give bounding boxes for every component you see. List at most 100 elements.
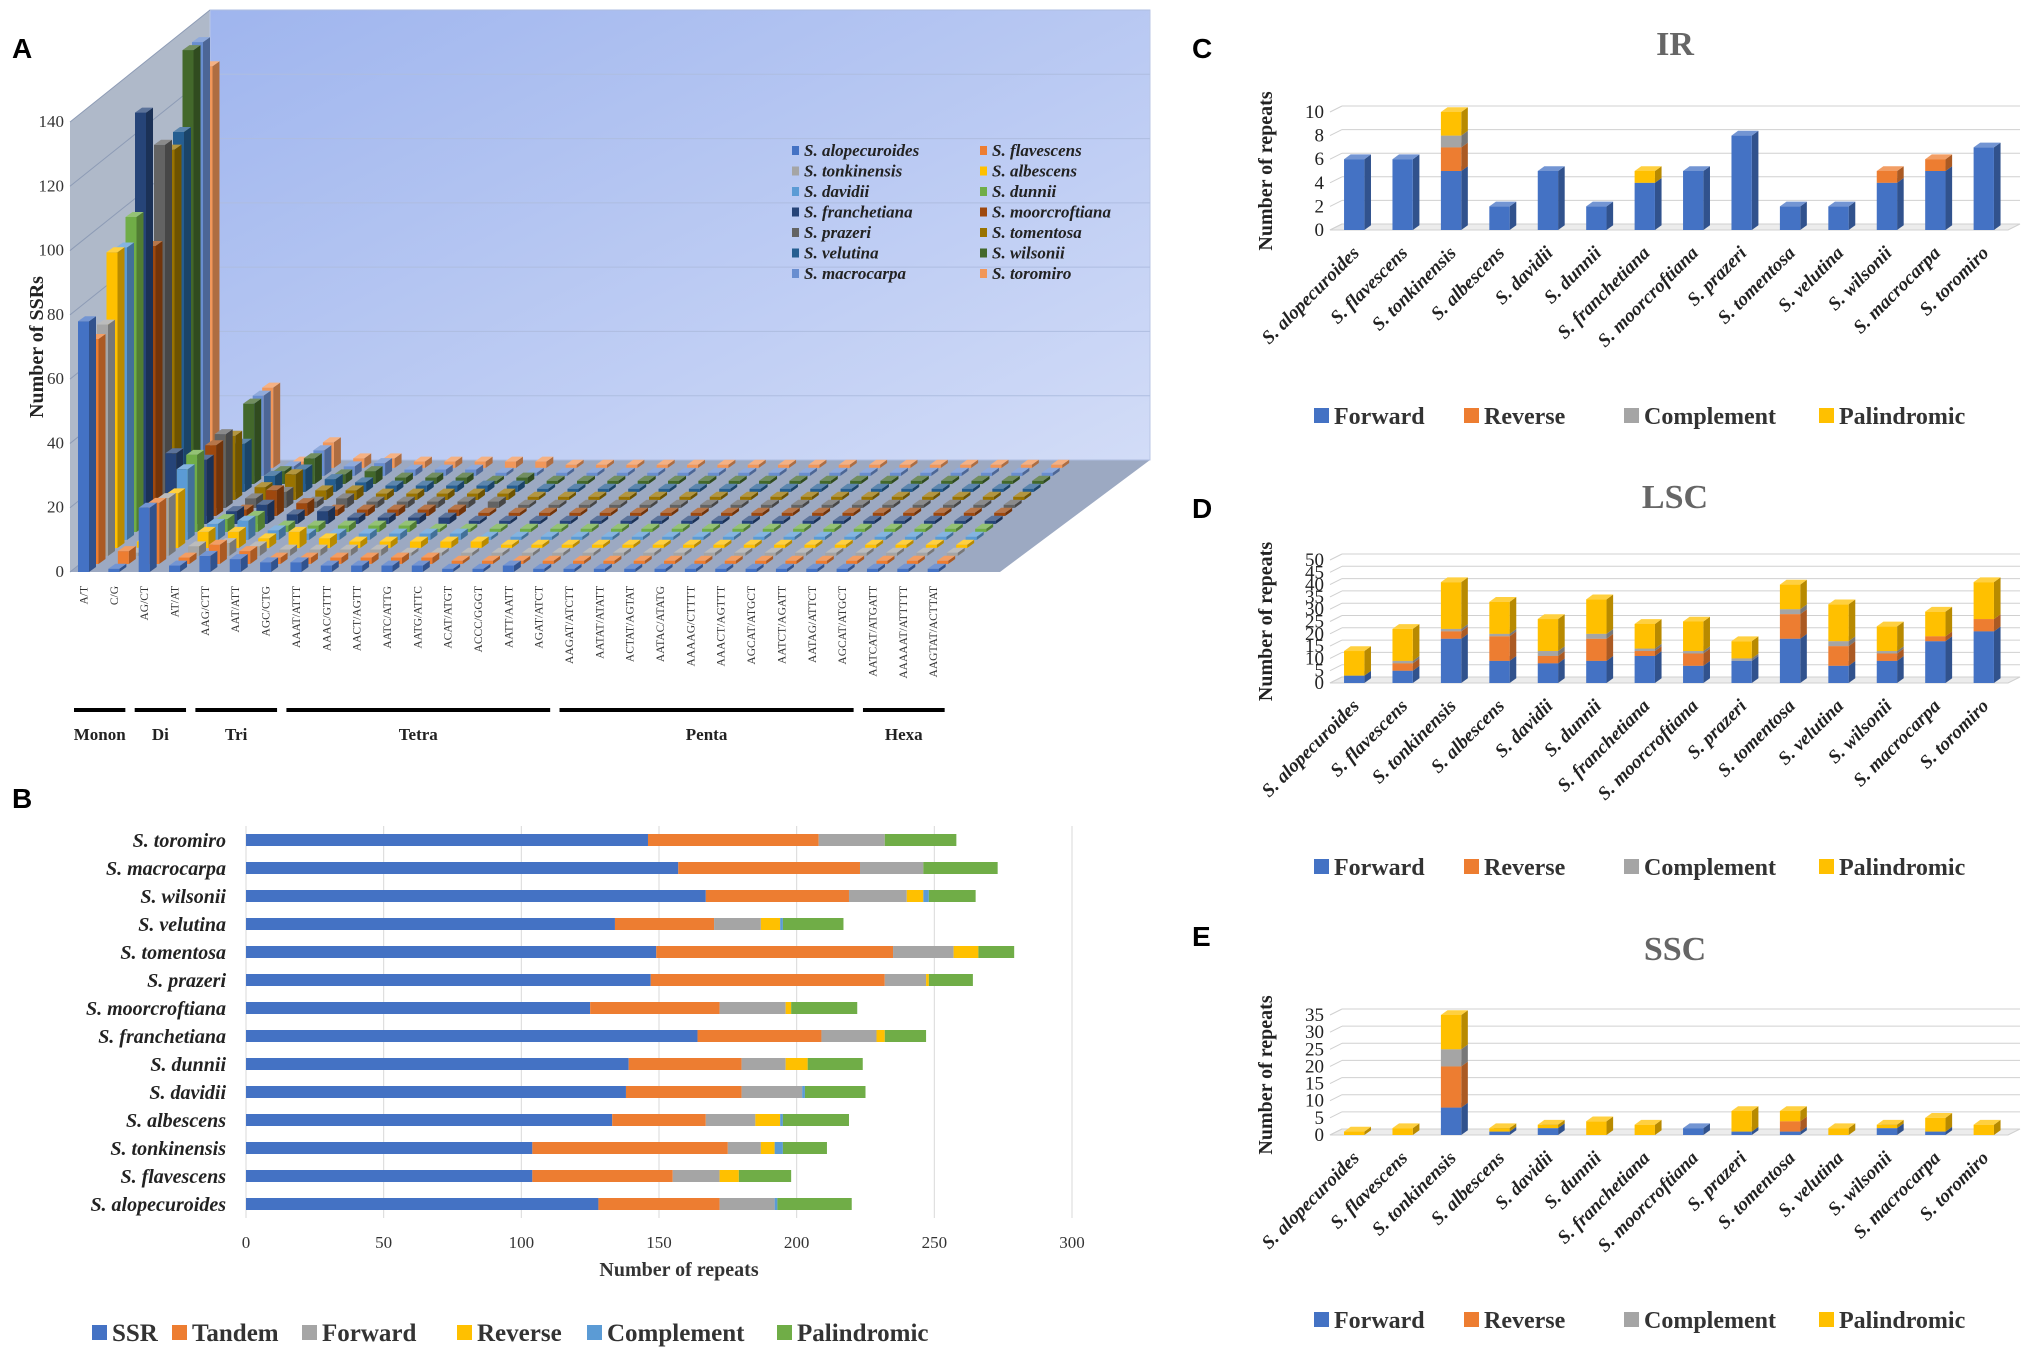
- a-bar-top: [700, 499, 719, 505]
- a-bar-top: [351, 560, 370, 566]
- a-bar: [692, 531, 711, 540]
- a-bar-front: [351, 565, 363, 572]
- a-bar-top: [668, 475, 687, 481]
- a-bar: [931, 483, 950, 492]
- a-bar-front: [882, 504, 894, 508]
- a-bar-side: [724, 539, 732, 548]
- b-bar-segment: [777, 1198, 852, 1210]
- a-bar-top: [950, 467, 969, 473]
- a-bar-front: [743, 544, 755, 548]
- a-legend-label: S. velutina: [804, 244, 879, 263]
- c-bar-segment-side: [1558, 166, 1565, 230]
- a-bar-front: [825, 552, 837, 556]
- e-bar-segment-top: [1634, 1119, 1662, 1125]
- d-bar-segment-front: [1973, 619, 1994, 632]
- d-bar-segment-front: [1344, 651, 1365, 676]
- a-bar-top: [1001, 475, 1020, 481]
- a-bar-side: [1003, 483, 1011, 492]
- e-bar-segment-front: [1925, 1117, 1946, 1132]
- a-bar-side: [851, 483, 859, 492]
- a-bar-side: [915, 531, 923, 540]
- a-bar-top: [618, 491, 637, 497]
- a-bar-side: [819, 459, 827, 468]
- d-ylabel: Number of repeats: [1255, 542, 1277, 701]
- a-bar-top: [630, 507, 649, 513]
- d-bar-segment: [1440, 577, 1468, 629]
- c-bar-segment: [1440, 107, 1468, 136]
- a-bar-top: [440, 536, 459, 542]
- a-bar-side: [885, 531, 893, 540]
- a-bar-front: [1013, 496, 1025, 500]
- a-bar: [499, 515, 518, 524]
- a-bar-top: [243, 398, 262, 404]
- a-bar: [901, 483, 920, 492]
- a-bar-side: [845, 539, 853, 548]
- a-bar-top: [707, 467, 726, 473]
- a-bar-side: [254, 398, 262, 484]
- a-bar-side: [445, 464, 453, 476]
- a-bar-front: [869, 464, 881, 468]
- a-bar-side: [804, 523, 812, 532]
- a-bar-front: [677, 472, 689, 476]
- a-bar-side: [218, 518, 226, 540]
- a-bar: [804, 539, 823, 548]
- a-bar: [351, 560, 370, 572]
- d-bar-segment-front: [1392, 663, 1413, 671]
- a-bar: [812, 507, 831, 516]
- a-bar-side: [356, 485, 364, 500]
- a-bar-top: [607, 475, 626, 481]
- a-bar: [652, 539, 671, 548]
- d-bar-segment-front: [1586, 638, 1607, 661]
- a-bar-front: [628, 488, 640, 492]
- a-bar-side: [542, 539, 550, 548]
- c-bar-segment-top: [1440, 107, 1468, 112]
- a-bar-top: [461, 547, 480, 553]
- a-category-label: AAAT/ATTT: [291, 586, 303, 648]
- c-bar-segment-side: [1993, 142, 2001, 230]
- c-bar-segment: [1634, 178, 1662, 230]
- a-bar-side: [745, 547, 753, 556]
- a-bar-front: [880, 480, 892, 484]
- d-bar-segment-front: [1779, 609, 1801, 615]
- a-bar-side: [843, 515, 851, 524]
- a-bar-side: [811, 491, 819, 500]
- a-bar: [899, 459, 918, 468]
- a-legend-swatch: [980, 269, 987, 278]
- e-bar-segment-side: [1800, 1126, 1807, 1135]
- a-bar-side: [263, 390, 271, 476]
- a-bar-front: [954, 520, 966, 524]
- a-bar-front: [916, 552, 928, 556]
- a-bar-front: [620, 520, 632, 524]
- a-bar-top: [339, 544, 358, 550]
- a-bar-side: [823, 507, 831, 516]
- a-bar: [533, 563, 552, 572]
- a-bar: [563, 563, 582, 572]
- a-bar-side: [623, 547, 631, 556]
- d-bar-segment-side: [1606, 629, 1614, 639]
- a-category-label: AATC/ATTG: [382, 586, 394, 649]
- a-bar-front: [914, 528, 926, 532]
- a-category-label: AT/AT: [170, 586, 182, 617]
- c-bar-segment-side: [1654, 178, 1662, 230]
- a-bar-front: [658, 488, 670, 492]
- a-bar-side: [952, 475, 960, 484]
- d-bar-segment-front: [1586, 660, 1607, 683]
- a-bar-top: [711, 515, 730, 521]
- a-bar-side: [794, 531, 802, 540]
- c-legend-label: Palindromic: [1839, 404, 1966, 430]
- b-bar-segment: [246, 890, 706, 902]
- a-bar: [639, 499, 658, 508]
- a-bar-top: [813, 531, 832, 537]
- a-bar-top: [487, 496, 506, 502]
- a-legend-label: S. prazeri: [804, 223, 871, 242]
- e-bar-segment-side: [1897, 1123, 1904, 1135]
- a-bar-top: [931, 483, 950, 489]
- a-bar-side: [713, 523, 721, 532]
- a-bar-side: [347, 493, 355, 508]
- a-bar-front: [519, 528, 531, 532]
- a-bar-side: [631, 515, 639, 524]
- a-bar-front: [671, 528, 683, 532]
- a-bar: [684, 563, 703, 572]
- a-bar-top: [793, 523, 812, 529]
- a-bar-side: [830, 475, 838, 484]
